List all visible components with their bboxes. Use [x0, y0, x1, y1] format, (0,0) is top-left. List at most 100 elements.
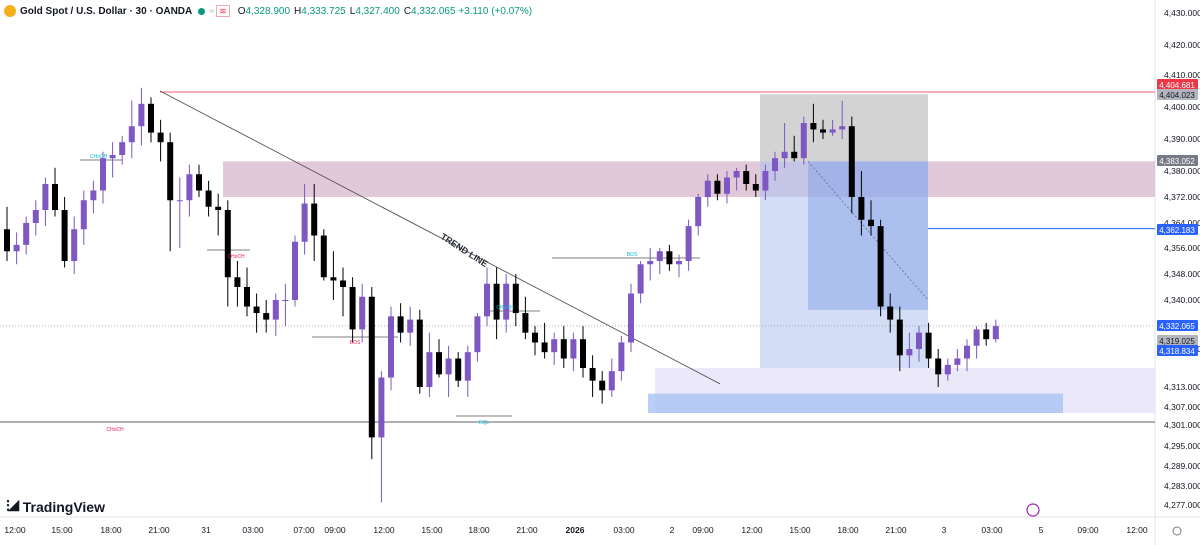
- candle-body: [522, 313, 529, 333]
- x-tick-label: 15:00: [421, 525, 443, 535]
- candle-body: [724, 177, 730, 194]
- price-label-bg: [1157, 224, 1198, 235]
- flag-icon[interactable]: ≈: [209, 6, 215, 16]
- candle-body: [791, 151, 798, 159]
- x-tick-label: 03:00: [242, 525, 264, 535]
- open-label: O: [237, 5, 246, 17]
- candle-body: [935, 358, 942, 375]
- x-tick-label: 09:00: [692, 525, 714, 535]
- candle-body: [906, 349, 913, 356]
- candle-body: [944, 364, 951, 375]
- candle-body: [138, 103, 145, 127]
- candle-body: [205, 190, 212, 207]
- candle-body: [772, 158, 778, 171]
- candle-body: [666, 251, 673, 265]
- tradingview-brand[interactable]: ⫶◢ TradingView: [6, 498, 105, 515]
- candle-body: [23, 223, 30, 245]
- price-label-bg: [1157, 320, 1198, 331]
- low-value: 4,327.400: [355, 5, 400, 17]
- price-label: 4,319.025: [1159, 337, 1195, 346]
- close-label: C: [403, 5, 412, 17]
- price-label-bg: [1157, 155, 1198, 166]
- candle-body: [820, 129, 826, 133]
- candle-body: [704, 180, 711, 197]
- candle-body: [340, 280, 346, 287]
- candle-body: [330, 277, 337, 281]
- choch-label-1: CHoCH: [90, 154, 108, 160]
- candle-body: [637, 264, 644, 294]
- x-tick-label: 21:00: [148, 525, 170, 535]
- close-value: 4,332.065 +3.110 (+0.07%): [411, 5, 533, 17]
- x-tick-label: 21:00: [885, 525, 907, 535]
- candle-body: [762, 171, 769, 191]
- candle-body: [234, 277, 241, 287]
- tradingview-logo-icon: ⫶◢: [6, 498, 20, 515]
- candle-body: [301, 203, 308, 242]
- candle-body: [532, 332, 538, 343]
- symbol-title[interactable]: Gold Spot / U.S. Dollar · 30 · OANDA: [20, 5, 193, 17]
- candle-body: [848, 126, 855, 197]
- y-tick-label: 4,307.000: [1164, 402, 1200, 412]
- candle-body: [359, 296, 366, 330]
- x-tick-label: 2: [670, 525, 675, 535]
- candle-body: [311, 203, 318, 236]
- candle-body: [781, 151, 788, 159]
- candle-body: [647, 261, 654, 265]
- supply-zone: [223, 161, 1155, 197]
- x-tick-label: 18:00: [468, 525, 490, 535]
- candle-body: [512, 283, 519, 314]
- candle-body: [800, 123, 807, 159]
- open-value: 4,328.900: [245, 5, 291, 17]
- choch-label-3: CHoCH: [106, 427, 124, 433]
- candle-body: [4, 229, 10, 252]
- candle-body: [484, 283, 490, 317]
- candle-body: [964, 345, 970, 359]
- candle-body: [253, 306, 260, 314]
- candle-body: [378, 377, 385, 438]
- candle-body: [560, 339, 567, 359]
- y-tick-label: 4,364.000: [1164, 218, 1200, 228]
- market-status-icon: [198, 7, 206, 15]
- candle-body: [426, 352, 433, 387]
- candle-body: [167, 142, 174, 201]
- high-value: 4,333.725: [301, 5, 346, 17]
- candle-body: [128, 126, 135, 143]
- y-tick-label: 4,356.000: [1164, 243, 1200, 253]
- x-tick-label: 31: [201, 525, 211, 535]
- x-tick-label: 15:00: [789, 525, 811, 535]
- candle-body: [580, 339, 586, 368]
- y-tick-label: 4,372.000: [1164, 192, 1200, 202]
- candle-body: [52, 184, 58, 210]
- replay-icon: [1026, 503, 1040, 517]
- candle-body: [61, 210, 68, 261]
- candle-body: [464, 352, 471, 381]
- eql-label: EQL: [479, 420, 489, 426]
- x-tick-label: 5: [1039, 525, 1044, 535]
- low-label: L: [349, 5, 356, 17]
- candle-body: [100, 158, 106, 191]
- candle-body: [455, 358, 462, 381]
- position-dashed-line: [807, 161, 929, 301]
- trend-line: [159, 90, 721, 385]
- y-tick-label: 4,301.000: [1164, 420, 1200, 430]
- x-tick-label: 18:00: [837, 525, 859, 535]
- price-label: 4,383.052: [1159, 157, 1195, 166]
- candle-body: [589, 368, 596, 381]
- candle-body: [810, 123, 817, 130]
- candle-body: [503, 283, 510, 320]
- alert-flag-icon[interactable]: ≋: [216, 5, 230, 17]
- candle-body: [676, 261, 682, 265]
- candle-body: [272, 300, 279, 320]
- candle-body: [896, 319, 903, 356]
- choch-label-4: CHoCH: [496, 305, 514, 311]
- candle-body: [215, 206, 222, 210]
- symbol-header: Gold Spot / U.S. Dollar · 30 · OANDA ≈ ≋…: [0, 0, 532, 22]
- y-tick-label: 4,289.000: [1164, 461, 1200, 471]
- candle-body: [628, 293, 634, 343]
- choch-label-2: CHoCH: [227, 254, 245, 260]
- candle-body: [416, 319, 423, 387]
- price-label: 4,404.681: [1159, 81, 1195, 90]
- y-tick-label: 4,380.000: [1164, 166, 1200, 176]
